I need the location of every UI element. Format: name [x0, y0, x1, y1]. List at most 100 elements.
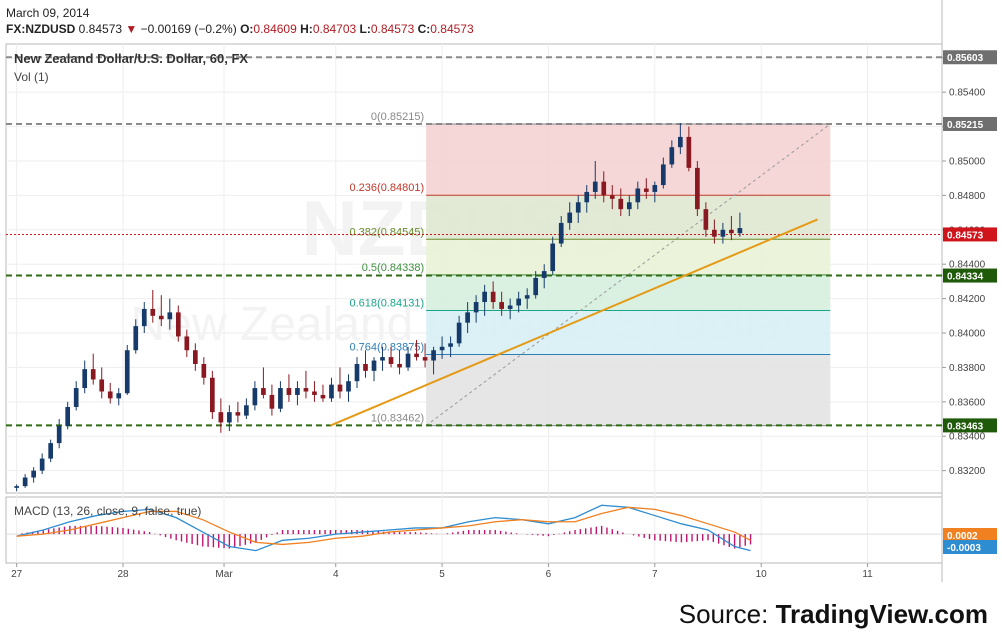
- y-tick-label: 0.83200: [949, 466, 986, 477]
- high-value: 0.84703: [312, 22, 357, 36]
- candle-body: [90, 369, 96, 380]
- x-tick-label: 7: [652, 569, 658, 580]
- high-key: H:: [300, 22, 313, 36]
- candle-body: [124, 350, 130, 394]
- fib-level-label: 0.236(0.84801): [350, 182, 425, 194]
- candle-body: [482, 291, 487, 303]
- candle-body: [158, 315, 164, 320]
- candle-body: [635, 188, 641, 203]
- candle-body: [550, 243, 556, 272]
- candle-body: [14, 486, 19, 488]
- chart-date: March 09, 2014: [6, 6, 90, 20]
- candle-body: [201, 363, 207, 378]
- fib-level-label: 0.618(0.84131): [350, 297, 425, 309]
- candle-body: [499, 302, 504, 309]
- open-key: O:: [240, 22, 254, 36]
- candle-body: [405, 353, 411, 368]
- candle-body: [107, 391, 113, 399]
- price-change: −0.00169 (−0.2%): [140, 22, 237, 36]
- x-tick-label: 11: [862, 569, 873, 580]
- fib-level-label: 0.5(0.84338): [362, 262, 424, 274]
- low-value: 0.84573: [370, 22, 415, 36]
- candle-body: [286, 388, 292, 395]
- candle-body: [414, 353, 419, 358]
- y-tick-label: 0.83600: [949, 397, 986, 408]
- candle-body: [601, 181, 607, 196]
- candle-body: [712, 229, 717, 237]
- price-label-box: [943, 268, 997, 283]
- fib-level-label: 0.764(0.83875): [350, 342, 425, 354]
- fib-level-label: 1(0.83462): [371, 413, 424, 425]
- trendline: [330, 218, 818, 427]
- candle-body: [618, 198, 624, 210]
- candle-body: [490, 291, 496, 303]
- candle-body: [592, 181, 598, 192]
- candle-body: [346, 381, 351, 392]
- candle-body: [320, 394, 326, 399]
- down-arrow-icon: ▼: [125, 22, 138, 36]
- candle-body: [99, 379, 105, 392]
- source-prefix: Source:: [678, 599, 769, 629]
- macd-signal-box: [943, 540, 997, 554]
- candle-body: [524, 295, 530, 299]
- candle-body: [422, 357, 428, 361]
- quote-line: FX:NZDUSD 0.84573 ▼ −0.00169 (−0.2%) O:0…: [6, 22, 474, 36]
- candle-body: [720, 229, 726, 237]
- candle-body: [737, 228, 743, 234]
- price-label-text: 0.84334: [947, 272, 984, 283]
- fib-zone: [426, 310, 831, 355]
- candle-body: [678, 136, 683, 148]
- candle-body: [371, 360, 377, 371]
- y-tick-label: 0.84000: [949, 329, 986, 340]
- y-tick-label: 0.84400: [949, 260, 986, 271]
- candle-body: [354, 363, 360, 382]
- candle-body: [337, 384, 343, 392]
- close-value: 0.84573: [430, 22, 474, 36]
- chart-title: New Zealand Dollar/U.S. Dollar, 60, FX: [14, 51, 248, 66]
- x-tick-label: 5: [439, 569, 445, 580]
- candle-body: [312, 391, 317, 395]
- fib-zone: [426, 354, 831, 426]
- macd-signal-line: [16, 506, 751, 546]
- candle-body: [456, 322, 462, 344]
- candle-body: [575, 202, 581, 213]
- y-tick-label: 0.85000: [949, 156, 986, 167]
- candle-body: [729, 229, 734, 234]
- candle-body: [397, 363, 402, 368]
- x-tick-label: 6: [546, 569, 552, 580]
- macd-title: MACD (13, 26, close, 9, false, true): [14, 504, 201, 518]
- candle-body: [133, 326, 139, 351]
- last-price: 0.84573: [78, 22, 123, 36]
- price-label-text: 0.85603: [947, 53, 984, 64]
- candle-body: [48, 443, 54, 459]
- candle-body: [567, 212, 573, 223]
- candle-body: [388, 357, 394, 364]
- candle-body: [643, 188, 649, 192]
- price-label-box: [943, 116, 997, 131]
- candle-body: [626, 202, 632, 210]
- candle-body: [56, 425, 62, 444]
- fib-level-label: 0.382(0.84545): [350, 226, 425, 238]
- candle-body: [448, 343, 453, 347]
- price-label-box: [943, 418, 997, 433]
- candle-body: [295, 388, 300, 395]
- close-key: C:: [417, 22, 431, 36]
- candle-body: [431, 350, 436, 361]
- candle-body: [652, 185, 658, 192]
- fib-zone: [426, 123, 831, 196]
- price-label-text: 0.83463: [947, 421, 984, 432]
- x-tick-label: 4: [333, 569, 339, 580]
- last-price-label-box: [943, 227, 997, 242]
- source-credit: Source: TradingView.com: [679, 599, 988, 630]
- candle-body: [516, 298, 522, 306]
- candle-body: [31, 470, 36, 478]
- macd-signal-label: -0.0003: [947, 543, 981, 554]
- candle-body: [303, 388, 309, 392]
- candle-body: [609, 195, 615, 199]
- candle-body: [73, 388, 79, 407]
- candle-body: [465, 312, 470, 323]
- macd-value-label: 0.0002: [947, 531, 978, 542]
- candle-body: [695, 167, 700, 210]
- candle-body: [210, 377, 215, 413]
